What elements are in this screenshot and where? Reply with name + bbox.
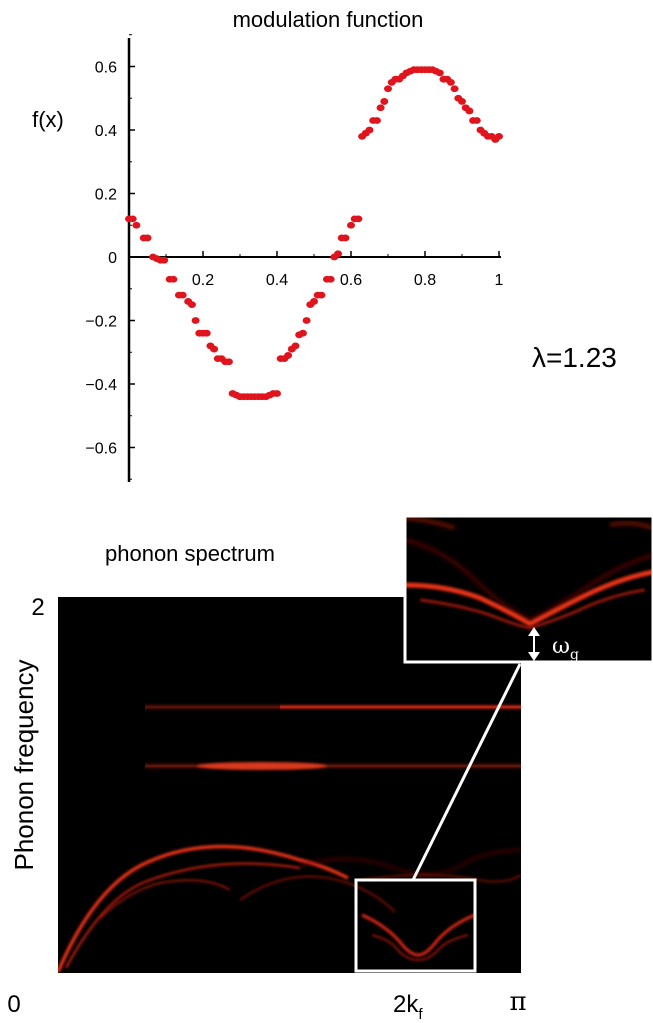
zoom-box (354, 878, 477, 973)
data-point (376, 104, 385, 112)
x-tick-label: 0.8 (414, 272, 436, 289)
data-point (472, 117, 481, 124)
data-point (458, 98, 466, 105)
inset-border (403, 514, 653, 664)
data-point (291, 342, 300, 350)
data-point (334, 250, 343, 258)
data-point (169, 275, 178, 283)
gap-arrow-head-up (528, 627, 540, 636)
data-point (446, 78, 455, 86)
inset-bands (405, 516, 653, 630)
y-tick-label: −0.2 (85, 314, 117, 331)
gap-branch-lower (371, 934, 469, 962)
x-tick-label: 0.4 (266, 272, 288, 289)
acoustic-branch-1 (58, 844, 349, 973)
data-point (465, 107, 474, 115)
y-tick-label: 0.6 (95, 60, 117, 77)
spectrum-bands (58, 702, 521, 973)
data-point (210, 345, 219, 353)
top-chart-title: modulation function (233, 7, 424, 32)
data-point (317, 291, 326, 299)
x-ticks: 0.2 0.4 0.6 0.8 1 (165, 251, 504, 289)
inset-band-topright (609, 521, 653, 530)
y-tick-label: −0.4 (85, 377, 117, 394)
data-point (384, 85, 392, 93)
data-point (224, 358, 233, 366)
data-point (372, 117, 381, 124)
data-point (191, 317, 200, 324)
bottom-chart-title: phonon spectrum (105, 541, 275, 566)
data-point (202, 329, 211, 337)
gap-arrow-head-down (528, 652, 540, 661)
lambda-annotation: λ=1.23 (532, 342, 617, 373)
y-tick-label: 0 (108, 250, 117, 267)
xtick-label-pi: π (509, 987, 526, 1017)
inset-band-faint (405, 538, 653, 622)
data-point (178, 291, 187, 299)
modulation-function-chart: modulation function f(x) 0.6 0.4 0.2 0 −0.2 −… (32, 7, 617, 482)
data-point (341, 234, 350, 242)
data-point (160, 256, 169, 264)
data-point (187, 301, 196, 309)
flat-band-lower-faint (145, 761, 521, 771)
acoustic-branch-4 (239, 875, 396, 913)
inset-band-main (405, 569, 653, 627)
data-points (125, 66, 503, 401)
data-point (450, 85, 459, 93)
inset-zoom: ωg (403, 514, 653, 664)
top-chart-ylabel: f(x) (32, 107, 64, 132)
acoustic-branch-3 (99, 879, 231, 919)
gap-label: ωg (552, 634, 579, 663)
data-point (132, 221, 141, 229)
y-tick-label: 0.4 (95, 123, 117, 140)
x-tick-label: 0.2 (192, 272, 214, 289)
data-point (326, 275, 335, 283)
inset-band-topleft (405, 516, 456, 530)
acoustic-branch-2 (64, 862, 301, 969)
gap-branch-upper (361, 913, 476, 957)
data-point (310, 298, 318, 305)
data-point (298, 329, 307, 337)
x-tick-label: 1 (495, 272, 504, 289)
y-ticks: 0.6 0.4 0.2 0 −0.2 −0.4 −0.6 (85, 34, 135, 480)
flat-band-upper (280, 703, 521, 711)
xtick-label-zero: 0 (7, 991, 20, 1018)
branch-right-faint (359, 874, 521, 883)
zoom-connector-line (411, 663, 522, 881)
x-tick-label: 0.6 (340, 272, 362, 289)
data-point (365, 126, 374, 134)
data-point (380, 98, 389, 105)
data-point (347, 221, 355, 229)
bottom-chart-ylabel: Phonon frequency (9, 659, 39, 870)
ytick-label-top: 2 (31, 594, 44, 621)
data-point (284, 352, 293, 359)
y-tick-label: 0.2 (95, 187, 117, 204)
inset-band-secondary (419, 588, 646, 630)
data-point (143, 234, 152, 242)
data-point (273, 390, 281, 397)
data-point (435, 69, 444, 77)
data-point (354, 215, 363, 223)
y-tick-label: −0.6 (85, 441, 117, 458)
data-point (495, 132, 503, 140)
flat-band-lower-peak (197, 762, 327, 770)
data-point (302, 317, 311, 324)
data-point (128, 215, 137, 223)
xtick-label-2kf: 2kf (393, 991, 423, 1023)
phonon-spectrum-chart: phonon spectrum Phonon frequency 2 (7, 514, 653, 1023)
